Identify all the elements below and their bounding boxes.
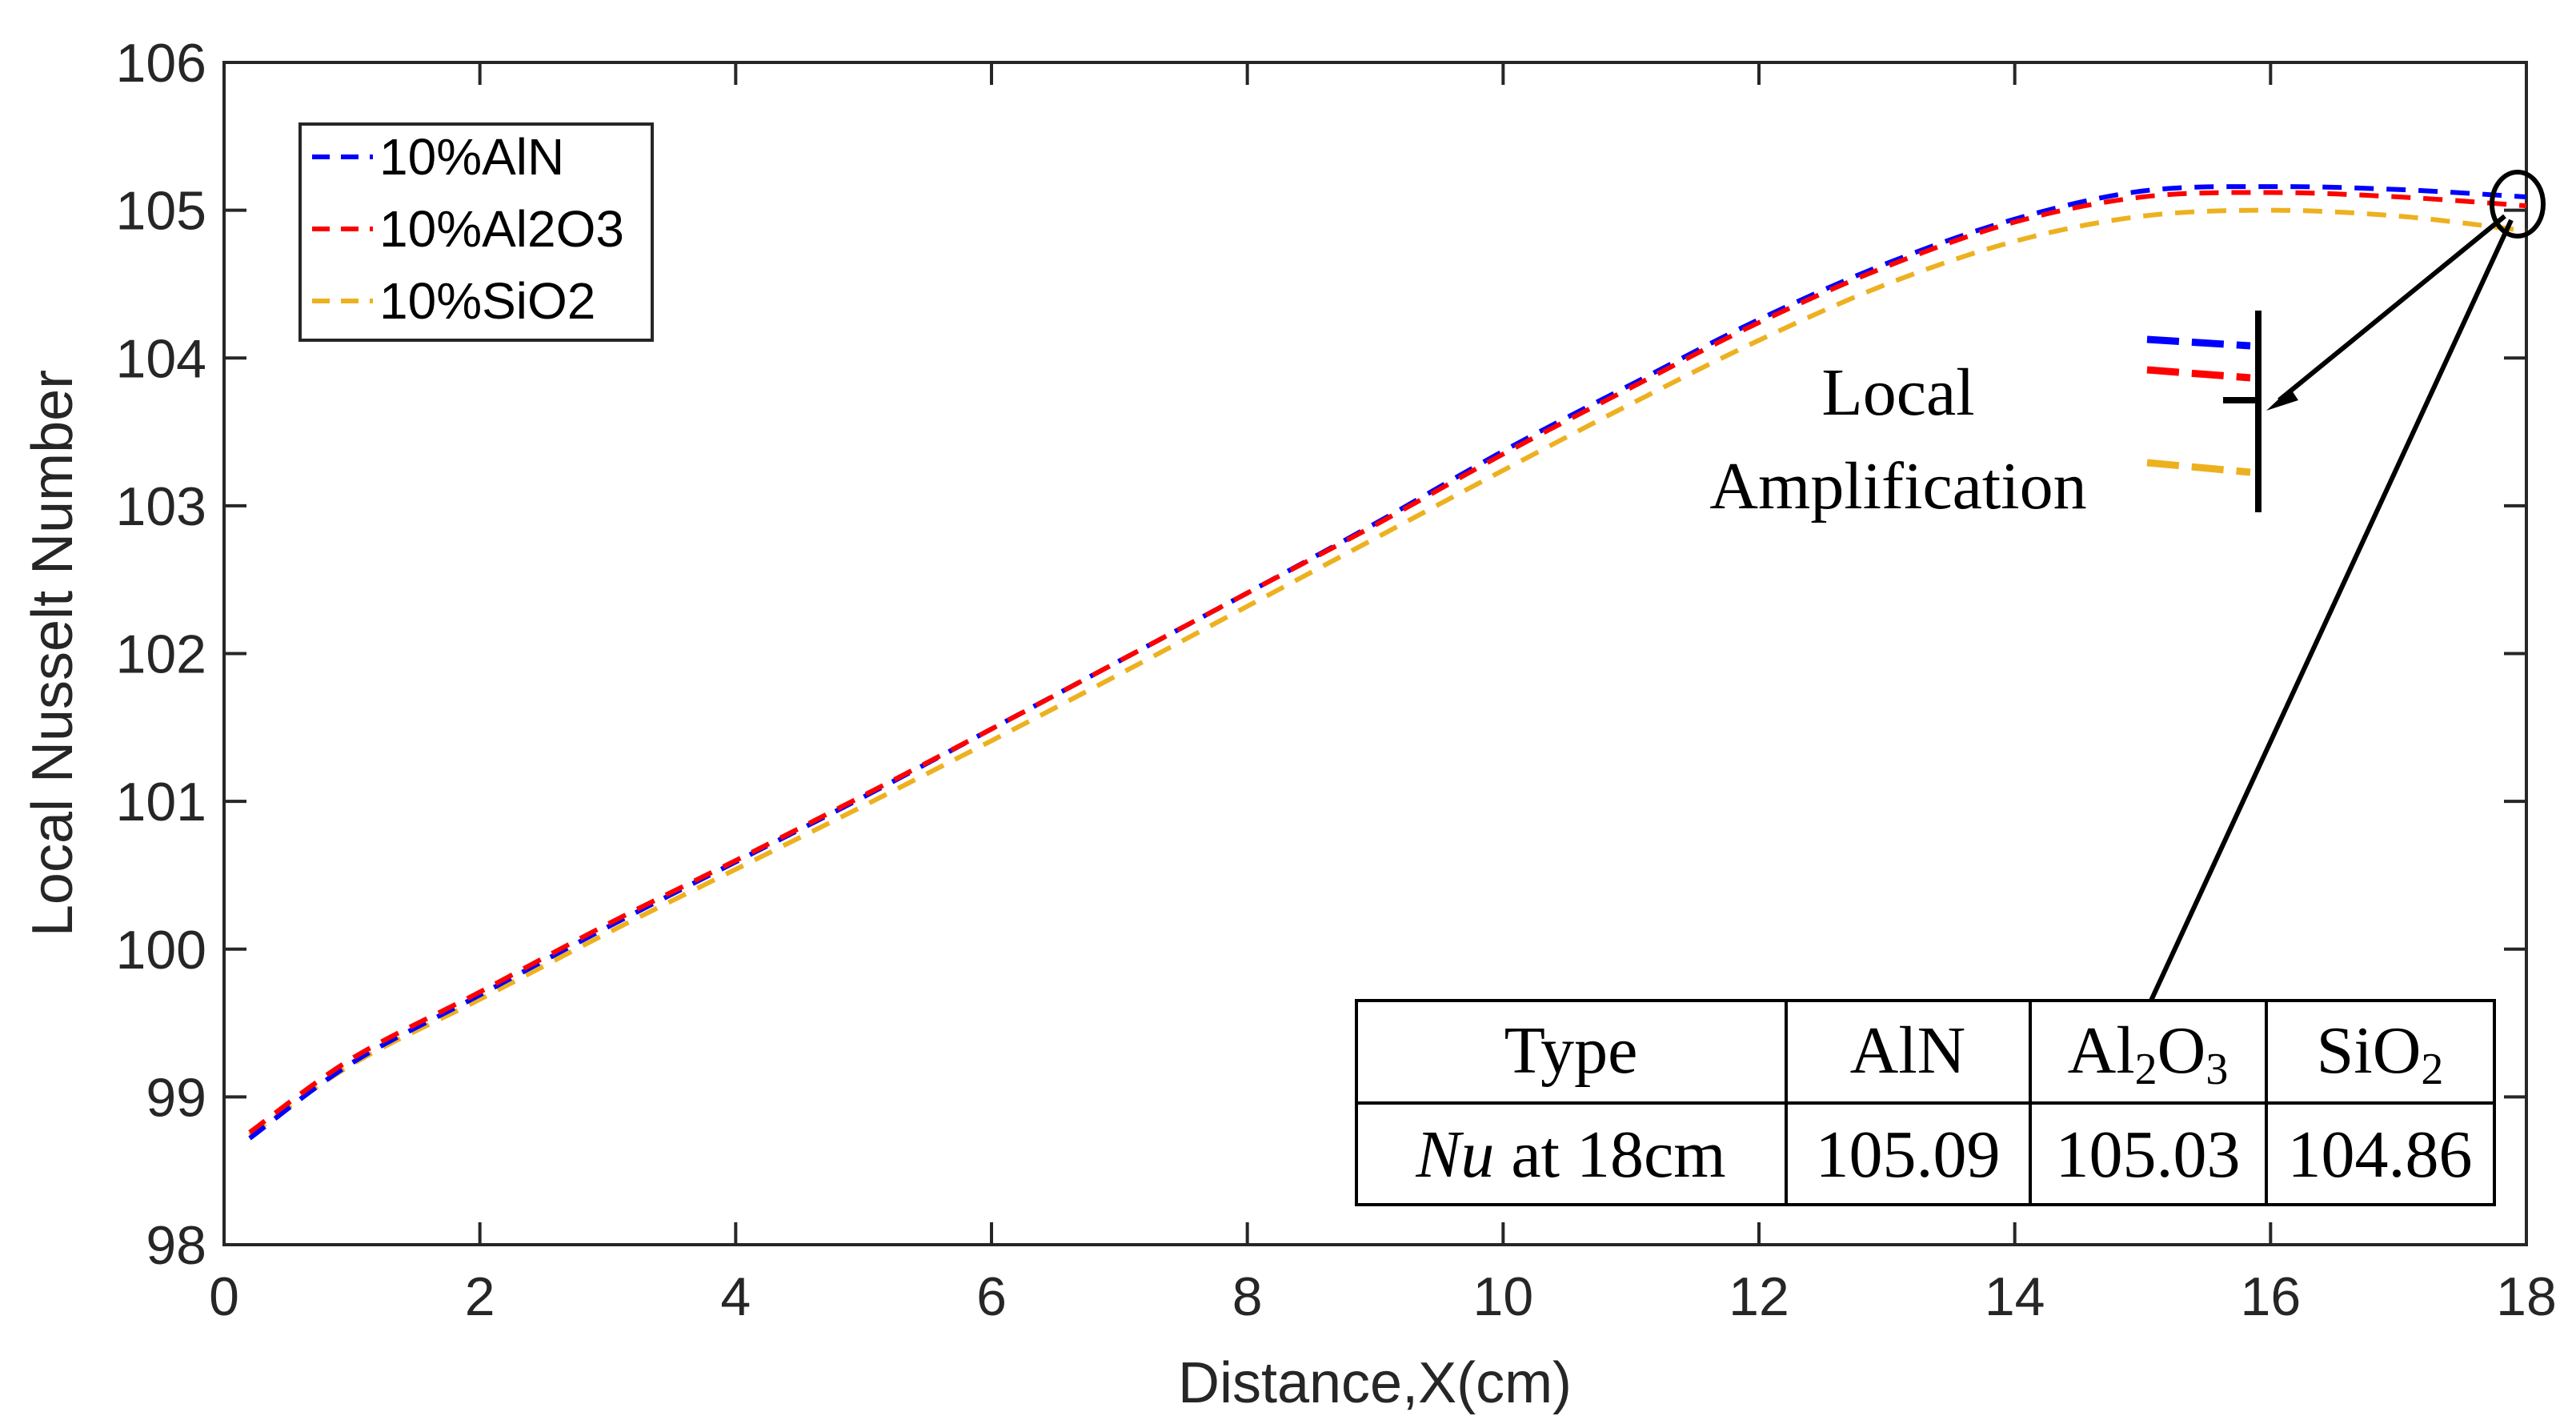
y-tick-label: 100 <box>116 920 206 981</box>
x-tick-label: 0 <box>209 1266 239 1327</box>
y-tick-label: 102 <box>116 624 206 685</box>
y-axis-label: Local Nusselt Number <box>21 370 85 937</box>
arrow-line <box>2278 214 2506 403</box>
local-amplification-annotation: Local Amplification <box>1709 170 2546 1002</box>
x-tick-label: 8 <box>1232 1266 1263 1327</box>
series-line-2 <box>248 207 2527 1137</box>
axis-tick-labels: 0 2 4 6 8 10 12 14 16 18 98 99 100 101 102 103 104 105 106 <box>116 33 2557 1327</box>
nu-symbol: Nu <box>1415 1117 1494 1192</box>
axis-ticks <box>222 61 2528 1246</box>
table-header-sio2: SiO2 <box>2317 1013 2444 1094</box>
table-value-al2o3: 105.03 <box>2056 1117 2241 1192</box>
series-lines <box>248 184 2527 1141</box>
amplification-marks <box>2146 335 2251 476</box>
y-tick-label: 98 <box>146 1215 206 1276</box>
al-subscript: 2 <box>2135 1045 2157 1094</box>
legend-label: 10%AlN <box>379 128 564 186</box>
amplification-stub-0 <box>2146 335 2251 350</box>
table-connector-line <box>2149 219 2514 1002</box>
nusselt-table: Type AlN Al2O3 SiO2 Nu at 18cm 105.09 10… <box>1355 999 2496 1206</box>
x-tick-label: 16 <box>2241 1266 2302 1327</box>
arrow-head <box>2266 388 2298 411</box>
legend-box <box>298 122 654 342</box>
zoom-circle <box>2490 170 2546 239</box>
y-tick-label: 105 <box>116 181 206 242</box>
legend: 10%AlN 10%Al2O3 10%SiO2 <box>298 122 654 342</box>
table-header-type: Type <box>1504 1013 1638 1088</box>
sio-label: SiO <box>2317 1013 2422 1088</box>
table-value-aln: 105.09 <box>1816 1117 2001 1192</box>
y-tick-label: 106 <box>116 33 206 94</box>
amplification-label-line1: Local <box>1821 355 1974 430</box>
table-header-aln: AlN <box>1850 1013 1966 1088</box>
table-row-label: Nu at 18cm <box>1415 1117 1725 1192</box>
y-tick-label: 101 <box>116 772 206 832</box>
x-axis-label: Distance,X(cm) <box>1178 1351 1572 1415</box>
series-line-0 <box>248 184 2527 1141</box>
sio-subscript: 2 <box>2421 1045 2443 1094</box>
x-tick-label: 2 <box>465 1266 495 1327</box>
amplification-stub-2 <box>2146 459 2251 476</box>
legend-label: 10%SiO2 <box>379 272 595 330</box>
table-value-sio2: 104.86 <box>2288 1117 2473 1192</box>
x-tick-label: 6 <box>976 1266 1007 1327</box>
row-label-rest: at 18cm <box>1494 1117 1725 1192</box>
x-tick-label: 12 <box>1729 1266 1789 1327</box>
legend-label: 10%Al2O3 <box>379 200 624 258</box>
y-tick-label: 104 <box>116 328 206 389</box>
x-tick-label: 10 <box>1473 1266 1534 1327</box>
legend-entries: 10%AlN 10%Al2O3 10%SiO2 <box>312 128 624 330</box>
x-tick-label: 14 <box>1985 1266 2045 1327</box>
o-label: O <box>2157 1013 2206 1088</box>
amplification-stub-1 <box>2146 366 2251 382</box>
y-tick-label: 99 <box>146 1067 206 1128</box>
x-tick-label: 4 <box>720 1266 751 1327</box>
al-label: Al <box>2068 1013 2135 1088</box>
x-tick-label: 18 <box>2496 1266 2557 1327</box>
table-header-al2o3: Al2O3 <box>2068 1013 2229 1094</box>
y-tick-label: 103 <box>116 476 206 537</box>
amplification-label-line2: Amplification <box>1709 449 2086 523</box>
o-subscript: 3 <box>2205 1045 2228 1094</box>
